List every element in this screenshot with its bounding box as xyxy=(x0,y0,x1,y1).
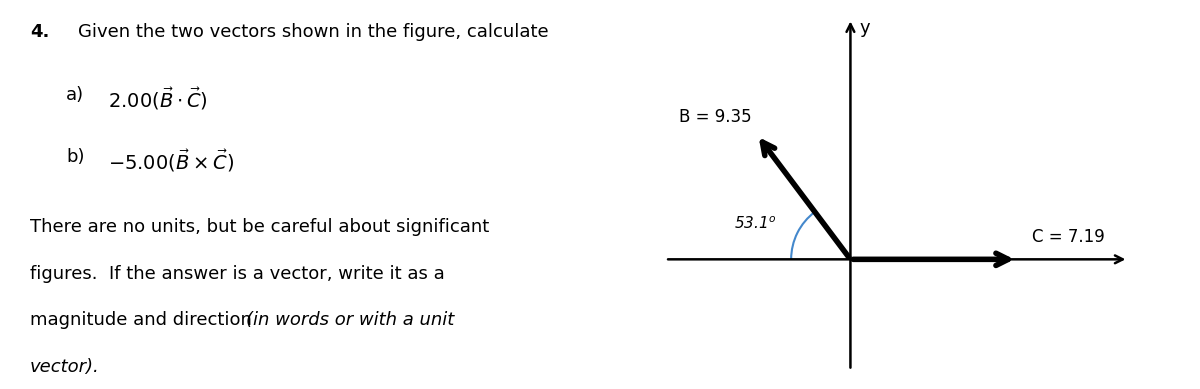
Text: (in words or with a unit: (in words or with a unit xyxy=(246,311,455,329)
Text: 53.1$^o$: 53.1$^o$ xyxy=(734,216,776,233)
Text: a): a) xyxy=(66,86,84,103)
Text: C = 7.19: C = 7.19 xyxy=(1032,228,1105,246)
Text: $-5.00(\vec{B} \times \vec{C})$: $-5.00(\vec{B} \times \vec{C})$ xyxy=(108,148,234,174)
Text: b): b) xyxy=(66,148,84,166)
Text: y: y xyxy=(859,19,870,37)
Text: There are no units, but be careful about significant: There are no units, but be careful about… xyxy=(30,218,490,236)
Text: $2.00(\vec{B} \cdot \vec{C})$: $2.00(\vec{B} \cdot \vec{C})$ xyxy=(108,86,208,112)
Text: figures.  If the answer is a vector, write it as a: figures. If the answer is a vector, writ… xyxy=(30,265,445,282)
Text: vector).: vector). xyxy=(30,358,100,376)
Text: magnitude and direction: magnitude and direction xyxy=(30,311,258,329)
Text: B = 9.35: B = 9.35 xyxy=(679,108,751,126)
Text: 4.: 4. xyxy=(30,23,49,41)
Text: Given the two vectors shown in the figure, calculate: Given the two vectors shown in the figur… xyxy=(78,23,548,41)
